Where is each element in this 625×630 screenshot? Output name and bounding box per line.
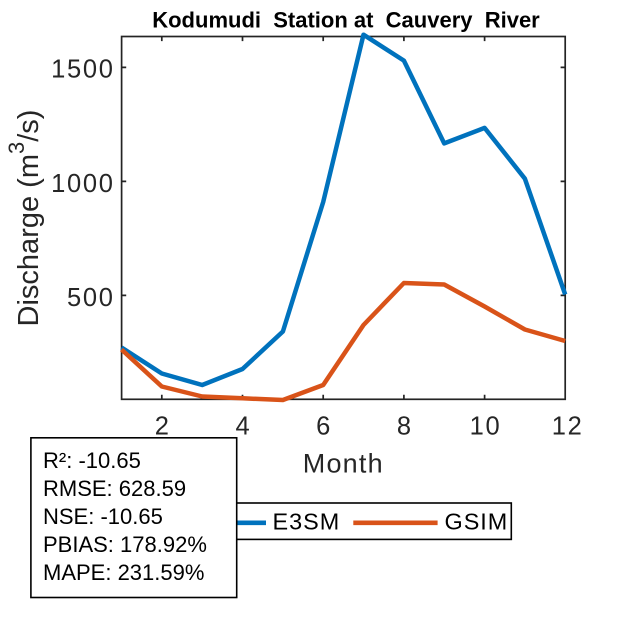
svg-text:500: 500: [67, 284, 115, 312]
svg-text:R²: -10.65: R²: -10.65: [43, 448, 141, 473]
svg-text:Month: Month: [303, 449, 384, 479]
svg-text:MAPE: 231.59%: MAPE: 231.59%: [43, 560, 204, 585]
svg-text:NSE: -10.65: NSE: -10.65: [43, 504, 163, 529]
svg-text:12: 12: [552, 413, 584, 441]
svg-text:10: 10: [470, 413, 502, 441]
svg-text:4: 4: [235, 413, 251, 441]
svg-text:1000: 1000: [51, 170, 115, 198]
svg-text:E3SM: E3SM: [273, 509, 341, 535]
svg-text:2: 2: [155, 413, 171, 441]
svg-text:1500: 1500: [51, 56, 115, 84]
svg-text:8: 8: [397, 413, 413, 441]
svg-text:PBIAS: 178.92%: PBIAS: 178.92%: [43, 532, 207, 557]
svg-text:6: 6: [316, 413, 332, 441]
svg-text:GSIM: GSIM: [445, 509, 509, 535]
svg-text:RMSE: 628.59: RMSE: 628.59: [43, 476, 186, 501]
svg-text:Kodumudi Station at Cauvery: Kodumudi Station at Cauvery River: [152, 8, 540, 33]
